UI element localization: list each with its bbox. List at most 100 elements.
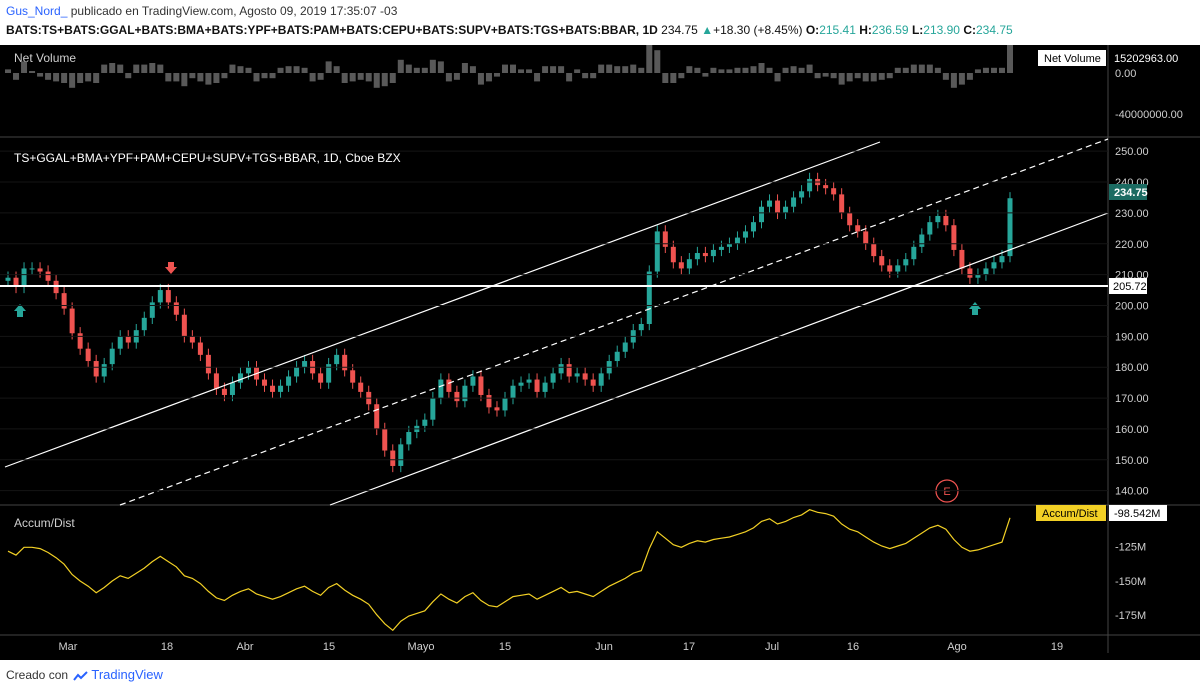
volume-bar: [558, 66, 565, 73]
volume-bar: [934, 67, 941, 73]
volume-bar: [510, 64, 517, 73]
volume-bar: [285, 66, 292, 73]
accum-badge-label: Accum/Dist: [1042, 508, 1098, 520]
candle: [358, 376, 364, 399]
volume-bar: [45, 73, 52, 80]
volume-bar: [694, 67, 701, 73]
volume-bar: [670, 73, 677, 83]
candle: [759, 200, 765, 229]
candle: [983, 262, 989, 281]
signal-arrows: [14, 262, 981, 317]
volume-bar: [774, 73, 781, 82]
author-link[interactable]: Gus_Nord_: [6, 4, 68, 18]
candle: [430, 391, 436, 426]
net-volume-badge-label: Net Volume: [1044, 53, 1101, 65]
candle: [823, 178, 829, 195]
price-tick-label: 150.00: [1115, 455, 1149, 467]
volume-bar: [590, 73, 597, 79]
candle: [582, 367, 588, 386]
candle: [382, 422, 388, 457]
volume-bar: [662, 73, 669, 83]
candle: [262, 373, 268, 392]
candle: [542, 376, 548, 399]
volume-bar: [550, 66, 557, 73]
candle: [5, 271, 11, 287]
time-tick-label: Ago: [947, 641, 967, 653]
price-tick-label: 230.00: [1115, 208, 1149, 220]
volume-bar: [437, 61, 444, 73]
candle: [93, 354, 99, 383]
candle: [783, 200, 789, 220]
chart-canvas[interactable]: Net Volume TS+GGAL+BMA+YPF+PAM+CEPU+SUPV…: [0, 45, 1200, 660]
candle: [638, 317, 644, 337]
candle: [847, 206, 853, 232]
volume-bar: [61, 73, 68, 83]
volume-bar: [221, 73, 228, 79]
candle: [927, 215, 933, 241]
candle: [686, 253, 692, 275]
open-value: 215.41: [819, 23, 856, 37]
time-tick-label: 16: [847, 641, 859, 653]
candle: [742, 225, 748, 244]
candle: [574, 367, 580, 383]
tradingview-brand-link[interactable]: TradingView: [91, 667, 163, 682]
candle: [494, 401, 500, 417]
candle: [326, 357, 332, 389]
candle: [157, 283, 163, 309]
price-tick-label: 250.00: [1115, 146, 1149, 158]
candle: [125, 330, 131, 349]
candle: [614, 345, 620, 368]
volume-bar: [614, 66, 621, 73]
volume-tick-label: 0.00: [1115, 68, 1136, 80]
volume-bar: [926, 64, 933, 73]
candle: [646, 265, 652, 331]
volume-bar: [598, 64, 605, 73]
candle: [622, 336, 628, 358]
candle: [710, 243, 716, 263]
price-tick-label: 220.00: [1115, 239, 1149, 251]
volume-bar: [277, 67, 284, 73]
candle: [318, 367, 324, 389]
candle: [590, 373, 596, 392]
volume-bar: [37, 73, 44, 77]
candle: [406, 425, 412, 451]
candle: [654, 225, 660, 278]
volume-bar: [766, 67, 773, 73]
volume-bar: [317, 73, 324, 80]
volume-bar: [229, 64, 236, 73]
channel-lines: [0, 138, 1109, 506]
volume-bar: [269, 73, 276, 79]
candle: [951, 219, 957, 257]
volume-bar: [950, 73, 957, 88]
volume-bar: [469, 66, 476, 73]
volume-bar: [5, 69, 11, 73]
low-value: 213.90: [923, 23, 960, 37]
volume-bar: [357, 73, 364, 80]
price-axis: 250.00240.00230.00220.00210.00200.00190.…: [0, 146, 1149, 498]
time-tick-label: 17: [683, 641, 695, 653]
candle: [13, 271, 19, 294]
volume-bar: [173, 73, 180, 82]
candle: [486, 388, 492, 414]
volume-bar: [622, 66, 629, 73]
volume-bar: [902, 67, 909, 73]
candle: [117, 330, 123, 355]
volume-bar: [245, 67, 252, 73]
candle: [678, 256, 684, 275]
volume-bar: [958, 73, 965, 85]
volume-bar: [197, 73, 204, 82]
volume-bar: [822, 73, 829, 77]
candle: [213, 367, 219, 395]
volume-bar: [181, 73, 188, 87]
volume-bar: [373, 73, 380, 88]
volume-bar: [1007, 45, 1013, 73]
candle: [879, 249, 885, 272]
price-tick-label: 160.00: [1115, 424, 1149, 436]
volume-bar: [574, 69, 581, 73]
net-volume-badge: Net Volume 15202963.00: [1038, 50, 1178, 66]
volume-bar: [405, 64, 412, 73]
time-tick-label: Jun: [595, 641, 613, 653]
volume-bar: [582, 73, 589, 79]
volume-bar: [606, 64, 613, 73]
low-label: L:: [911, 23, 924, 37]
